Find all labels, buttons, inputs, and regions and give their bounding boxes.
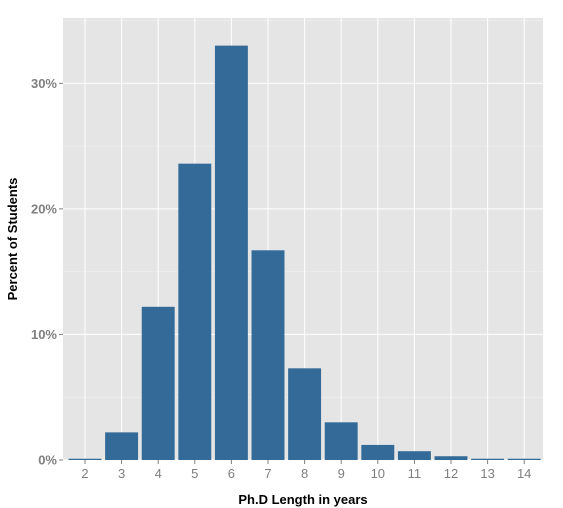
bar-14 xyxy=(507,458,541,460)
bar-4 xyxy=(141,306,175,460)
bar-12 xyxy=(434,456,468,460)
bar-10 xyxy=(361,444,395,460)
bar-6 xyxy=(214,45,248,460)
x-tick-label: 12 xyxy=(444,466,458,481)
bars xyxy=(68,45,541,460)
y-tick-label: 20% xyxy=(31,201,57,216)
bar-8 xyxy=(288,368,322,460)
y-tick-label: 0% xyxy=(38,453,57,468)
bar-2 xyxy=(68,458,102,460)
bar-11 xyxy=(397,451,431,460)
y-axis-title: Percent of Students xyxy=(5,178,20,301)
bar-9 xyxy=(324,422,358,460)
y-tick-label: 10% xyxy=(31,327,57,342)
y-tick-label: 30% xyxy=(31,76,57,91)
x-tick-label: 5 xyxy=(191,466,198,481)
x-tick-label: 10 xyxy=(371,466,385,481)
x-tick-label: 14 xyxy=(517,466,531,481)
x-tick-label: 11 xyxy=(408,466,422,481)
bar-13 xyxy=(471,458,505,460)
bar-7 xyxy=(251,250,285,460)
x-tick-label: 9 xyxy=(338,466,345,481)
x-tick-label: 2 xyxy=(81,466,88,481)
x-tick-label: 13 xyxy=(480,466,494,481)
x-axis-title: Ph.D Length in years xyxy=(238,492,367,507)
x-axis-ticks: 2 3 4 5 6 7 8 9 10 11 12 13 14 xyxy=(81,460,531,481)
x-tick-label: 3 xyxy=(118,466,125,481)
bar-3 xyxy=(105,432,139,460)
x-tick-label: 8 xyxy=(301,466,308,481)
bar-5 xyxy=(178,163,212,460)
y-axis-ticks: 0% 10% 20% 30% xyxy=(31,76,63,468)
x-tick-label: 7 xyxy=(264,466,271,481)
x-tick-label: 4 xyxy=(155,466,162,481)
x-tick-label: 6 xyxy=(228,466,235,481)
